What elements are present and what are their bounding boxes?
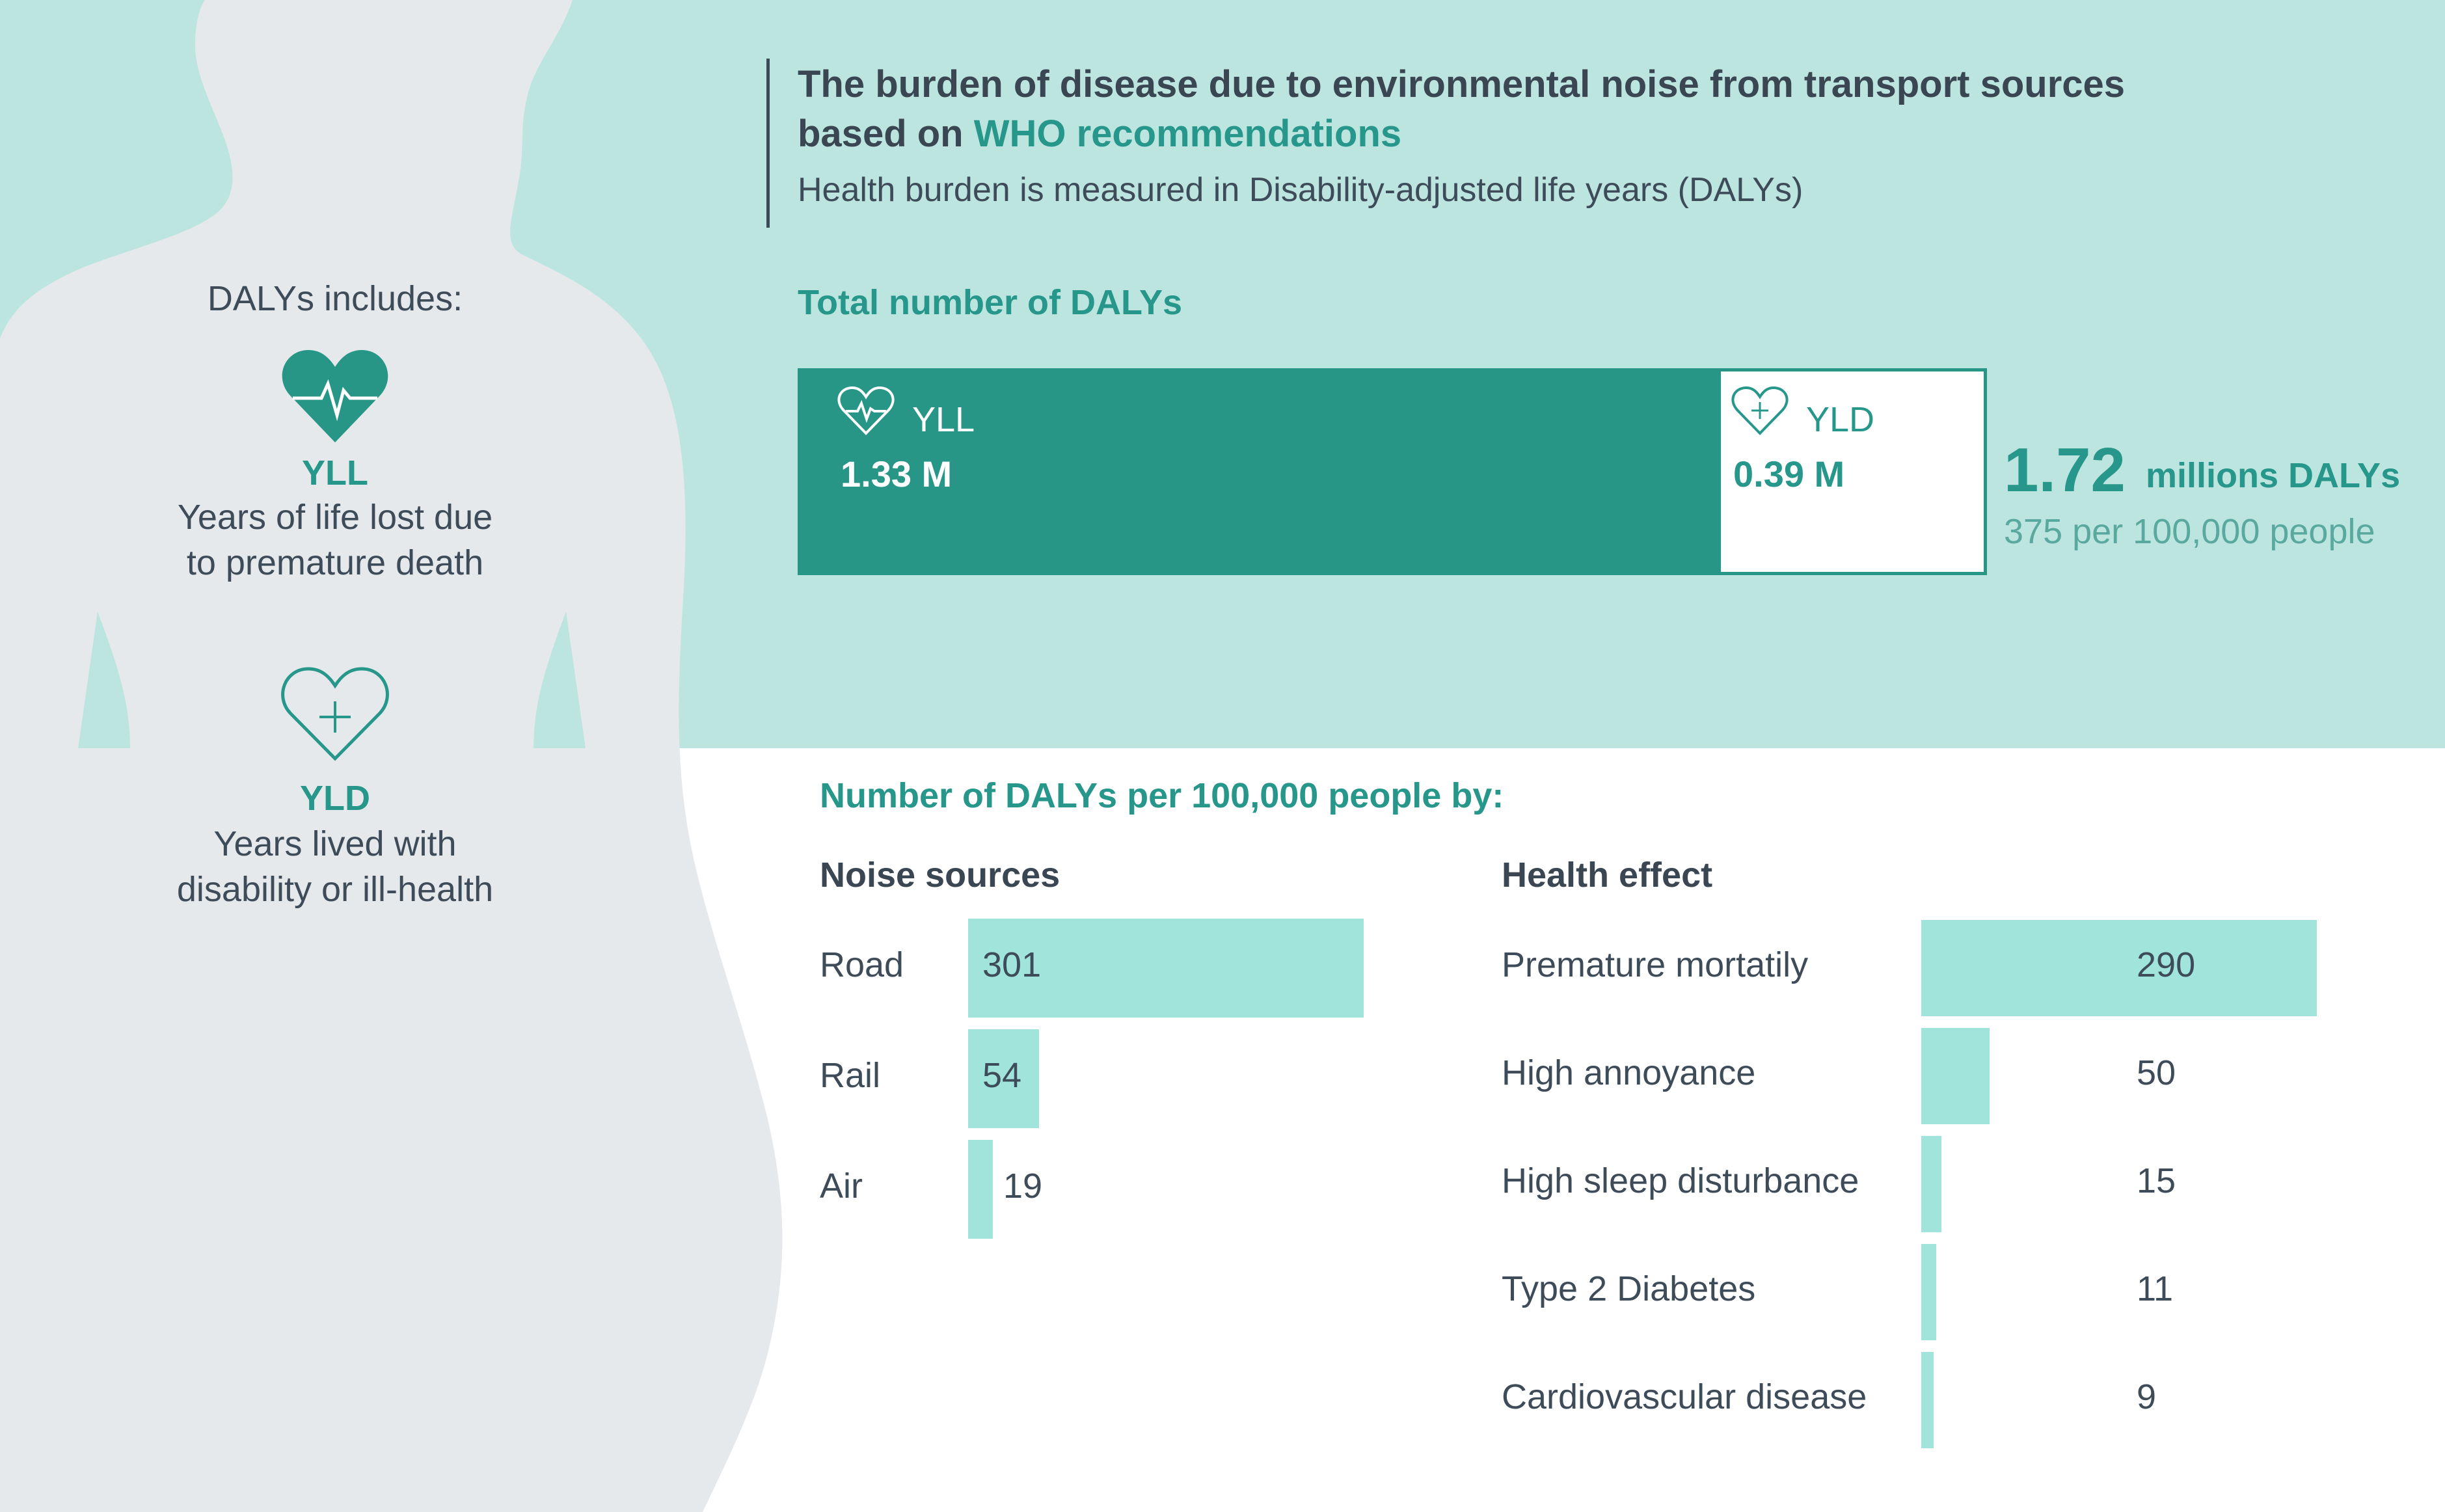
bar-value-label: 301	[982, 945, 1042, 984]
bar-value-label: 19	[1003, 1167, 1043, 1206]
category-label: Cardiovascular disease	[1502, 1377, 1867, 1416]
total-dalys-value: 1.72	[2004, 435, 2126, 505]
yld-segment-value: 0.39 M	[1733, 453, 1845, 494]
bar-value-label: 54	[982, 1056, 1022, 1095]
title-line2-prefix: based on	[798, 113, 974, 155]
heart-pulse-icon	[837, 386, 895, 435]
heart-plus-icon	[1731, 386, 1789, 435]
bar-value-label: 290	[2137, 945, 2196, 984]
total-per-100k: 375 per 100,000 people	[2004, 512, 2375, 551]
noise-sources-heading: Noise sources	[820, 856, 1060, 895]
total-dalys-unit: millions DALYs	[2146, 456, 2401, 495]
title-highlight: WHO recommendations	[973, 113, 1402, 155]
yld-description: Years lived with disability or ill-healt…	[176, 824, 494, 909]
bar	[1921, 1028, 1990, 1124]
silhouette-arm-gap-right	[534, 612, 586, 748]
yll-title: YLL	[302, 453, 368, 493]
bar	[968, 1029, 1039, 1128]
total-dalys-bar	[798, 368, 1987, 575]
title-line1: The burden of disease due to environment…	[798, 63, 2126, 105]
page-subtitle: Health burden is measured in Disability-…	[798, 171, 1803, 209]
bar	[1921, 1352, 1934, 1448]
human-silhouette	[0, 0, 783, 1512]
category-label: High sleep disturbance	[1502, 1161, 1859, 1200]
yll-segment-value: 1.33 M	[841, 453, 952, 494]
title-rule	[766, 59, 770, 228]
yll-description: Years of life lost due to premature deat…	[177, 498, 493, 582]
silhouette-shape	[0, 0, 783, 1512]
yll-segment-label: YLL	[912, 400, 975, 439]
bar	[1921, 1244, 1936, 1340]
category-label: Rail	[820, 1056, 881, 1095]
yld-segment	[1718, 368, 1987, 575]
category-label: Type 2 Diabetes	[1502, 1269, 1756, 1308]
yll-segment	[798, 368, 1718, 575]
bar-value-label: 50	[2137, 1053, 2176, 1092]
heart-plus-icon	[281, 667, 389, 761]
bar	[1921, 1136, 1941, 1232]
bar-value-label: 9	[2137, 1377, 2157, 1416]
category-label: High annoyance	[1502, 1053, 1756, 1092]
bar	[968, 919, 1364, 1018]
page-title: The burden of disease due to environment…	[798, 60, 2294, 159]
category-label: Road	[820, 945, 904, 984]
category-label: Premature mortatily	[1502, 945, 1809, 984]
heart-pulse-icon	[282, 350, 388, 442]
bar-value-label: 11	[2137, 1269, 2174, 1308]
yld-title: YLD	[300, 779, 370, 818]
category-label: Air	[820, 1167, 863, 1206]
bar	[1921, 920, 2317, 1016]
dalys-includes-label: DALYs includes:	[207, 279, 463, 318]
health-effect-heading: Health effect	[1502, 856, 1713, 895]
total-dalys-heading: Total number of DALYs	[798, 283, 1183, 322]
yld-segment-label: YLD	[1806, 400, 1875, 439]
breakdown-heading: Number of DALYs per 100,000 people by:	[820, 776, 1504, 815]
silhouette-arm-gap-left	[78, 612, 130, 748]
bar	[968, 1140, 993, 1239]
bar-value-label: 15	[2137, 1161, 2176, 1200]
